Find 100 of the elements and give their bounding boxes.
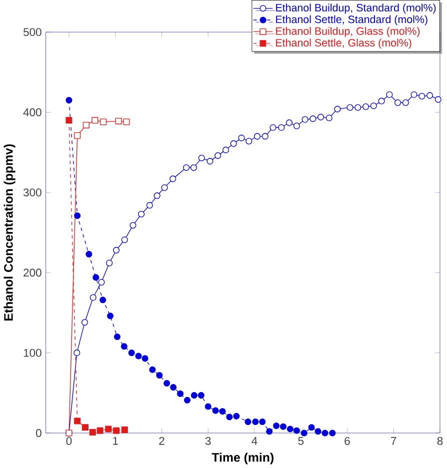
point	[89, 428, 96, 436]
point	[161, 184, 168, 191]
point	[262, 133, 268, 140]
legend-label: Ethanol Settle, Glass (mol%)	[276, 38, 412, 49]
legend-label: Ethanol Settle, Standard (mol%)	[276, 15, 428, 26]
point	[135, 352, 142, 360]
point	[273, 422, 280, 430]
point	[121, 426, 128, 434]
legend-label: Ethanol Buildup, Standard (mol%)	[276, 4, 436, 14]
point	[183, 164, 190, 171]
point	[92, 117, 98, 124]
point	[418, 92, 426, 100]
point	[230, 140, 237, 147]
point	[329, 430, 336, 436]
point	[394, 99, 402, 106]
y-tick-label: 200	[24, 268, 42, 277]
point	[259, 418, 266, 426]
point	[190, 392, 198, 399]
y-tick-label: 300	[24, 188, 42, 196]
x-tick-label: 6	[344, 436, 350, 445]
point	[254, 133, 261, 140]
point	[82, 122, 90, 128]
point	[206, 158, 214, 164]
point	[190, 164, 198, 171]
point	[96, 427, 104, 434]
point	[286, 119, 293, 126]
point	[266, 428, 273, 435]
point	[100, 118, 107, 126]
point	[362, 103, 370, 110]
point	[120, 343, 128, 350]
point	[98, 278, 105, 286]
point	[106, 260, 113, 266]
point	[214, 152, 222, 159]
point	[66, 117, 72, 124]
point	[113, 427, 120, 434]
x-axis-title: Time (min)	[212, 452, 274, 464]
point	[314, 428, 322, 435]
point	[154, 192, 160, 199]
point	[92, 274, 100, 281]
point	[123, 118, 130, 126]
point	[318, 114, 324, 120]
point	[308, 424, 315, 431]
point	[286, 426, 294, 432]
point	[128, 350, 135, 356]
point	[370, 102, 377, 110]
x-tick-label: 0	[66, 436, 72, 445]
point	[212, 407, 219, 414]
point	[302, 116, 308, 123]
point	[114, 334, 121, 340]
point	[354, 104, 362, 111]
x-tick-label: 8	[437, 436, 443, 445]
point	[310, 115, 316, 122]
point	[86, 250, 92, 258]
point	[386, 91, 393, 98]
point	[378, 98, 385, 104]
point	[82, 319, 88, 326]
point	[164, 380, 170, 387]
point	[322, 430, 328, 436]
point	[410, 91, 418, 98]
point	[170, 176, 176, 182]
point	[198, 154, 205, 162]
point	[113, 246, 120, 254]
point	[426, 92, 434, 99]
legend-label: Ethanol Buildup, Glass (mol%)	[276, 26, 420, 37]
point	[170, 384, 177, 391]
point	[177, 390, 184, 397]
point	[156, 372, 163, 379]
point	[246, 138, 252, 144]
x-tick-label: 4	[252, 436, 258, 445]
point	[204, 403, 212, 410]
point	[66, 96, 72, 104]
x-tick-label: 7	[391, 436, 396, 445]
point	[107, 312, 114, 320]
point	[334, 106, 341, 112]
point	[278, 124, 285, 131]
point	[100, 296, 106, 304]
point	[244, 418, 252, 426]
point	[346, 104, 354, 111]
x-tick-label: 1	[113, 436, 118, 445]
y-tick-label: 500	[24, 28, 42, 36]
y-tick-label: 0	[36, 429, 42, 437]
point	[82, 424, 89, 431]
point	[252, 418, 259, 426]
point	[105, 426, 112, 432]
point	[238, 134, 245, 142]
point	[270, 124, 276, 131]
y-tick-label: 100	[24, 348, 42, 357]
point	[74, 132, 81, 139]
point	[280, 423, 287, 430]
point	[146, 202, 154, 209]
x-tick-label: 2	[159, 436, 164, 445]
point	[434, 96, 442, 103]
point	[184, 396, 191, 404]
point	[222, 146, 230, 154]
point	[293, 427, 300, 434]
point	[121, 236, 128, 244]
point	[226, 414, 233, 420]
x-tick-label: 3	[205, 436, 211, 445]
point	[142, 355, 148, 362]
point	[300, 430, 308, 436]
